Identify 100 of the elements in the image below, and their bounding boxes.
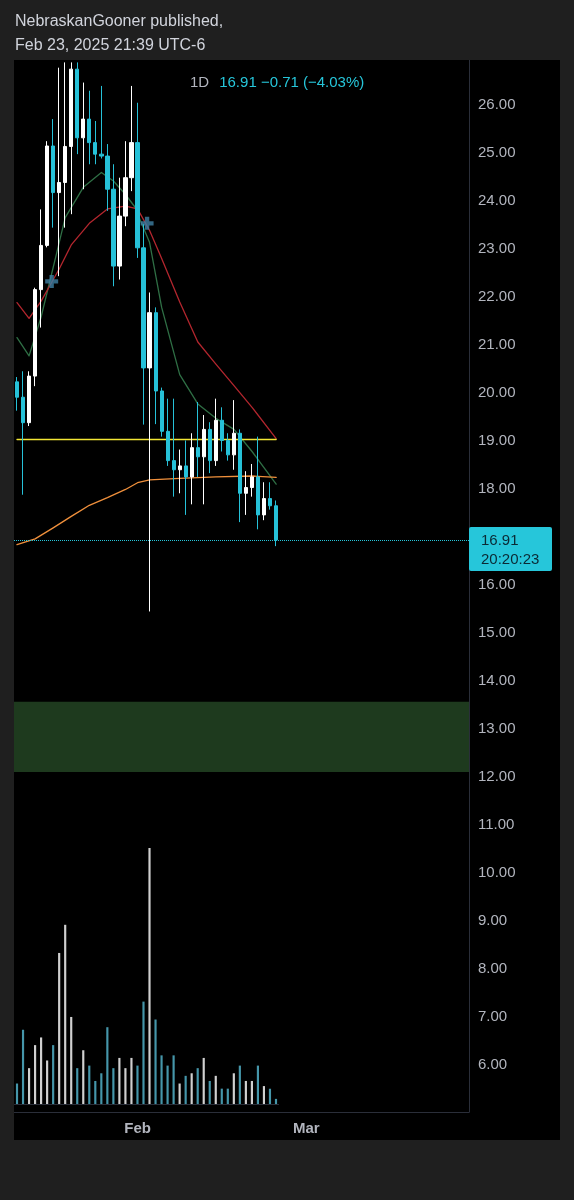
annotation: 16.91 −0.71 (−4.03%) [219,73,365,91]
bar [178,1083,181,1104]
candlestick [268,481,272,511]
bar [124,1068,127,1104]
candlestick [244,470,248,516]
candlestick [93,120,97,165]
line-series [16,205,277,440]
y-tick-label: 10.00 [478,863,516,881]
bar [118,1057,121,1104]
y-tick-label: 14.00 [478,671,516,689]
ref-line-label: 16.91 [481,529,520,549]
bar [112,1068,115,1104]
candlestick [39,208,43,329]
bar [214,1075,217,1104]
candlestick [190,432,194,505]
candlestick [154,306,158,425]
bar [244,1080,247,1104]
bar [70,1016,73,1104]
y-tick-label: 6.00 [478,1055,508,1073]
candlestick [172,398,176,498]
candlestick [75,61,79,155]
y-tick-label: 7.00 [478,1007,508,1025]
bar [82,1050,85,1104]
y-tick-label: 20.00 [478,382,516,400]
bar [250,1080,253,1104]
y-tick-label: 25.00 [478,142,516,160]
candlestick [51,118,55,229]
candlestick [220,406,224,452]
candlestick [178,449,182,494]
bar [256,1065,259,1104]
bar [262,1086,266,1104]
y-tick-label: 11.00 [478,815,515,833]
y-tick-label: 15.00 [478,623,516,641]
bar [136,1065,139,1104]
bar [190,1073,193,1104]
bar [148,848,151,1104]
y-tick-label: 9.00 [478,911,508,929]
y-tick-label: 24.00 [478,190,516,208]
bar [160,1055,163,1104]
bar [52,1045,55,1104]
candlestick [21,370,25,496]
y-tick-label: 8.00 [478,959,508,977]
candlestick [57,67,61,277]
bar [220,1088,223,1104]
bar [58,952,61,1104]
text: 20:20:23 [481,548,541,568]
y-tick-label: 22.00 [478,286,516,304]
candlestick [214,398,218,467]
bar [196,1068,199,1104]
candlestick [69,61,73,215]
bar [208,1080,211,1104]
y-tick-label: 12.00 [478,767,516,785]
bar [238,1065,241,1104]
bar [130,1057,133,1104]
candlestick [208,421,212,474]
bar [202,1057,205,1104]
bar [100,1073,103,1104]
bar [34,1045,37,1104]
candlestick [256,436,260,530]
bar [88,1065,91,1104]
candlestick [196,401,200,478]
y-tick-label: 13.00 [478,719,516,737]
candlestick [250,463,254,498]
candlestick [166,398,170,467]
bar [268,1088,272,1104]
chart-subtitle: Feb 23, 2025 21:39 UTC-6 [15,36,206,54]
candlestick [147,292,152,612]
y-tick-label: 21.00 [478,334,516,352]
candlestick [226,432,230,462]
candlestick [262,481,266,521]
x-tick-label: Mar [292,1119,320,1136]
bar [106,1027,109,1104]
line-series [16,171,277,485]
bar [46,1060,49,1104]
candlestick [238,428,242,523]
bar [232,1073,235,1104]
bar [184,1075,187,1104]
candlestick [202,414,206,505]
bar [142,1001,145,1104]
bar [21,1029,25,1104]
bar [76,1068,79,1104]
candlestick [15,376,19,412]
annotation: 1D [190,73,210,91]
bar [40,1037,43,1104]
x-tick-label: Feb [124,1119,151,1136]
y-tick-label: 18.00 [478,479,516,497]
bar [64,924,67,1104]
chart-title: NebraskanGooner published, [15,12,224,30]
bar [15,1083,19,1104]
candlestick [87,90,91,165]
bar [274,1098,278,1104]
bar [154,1019,157,1104]
y-tick-label: 23.00 [478,238,516,256]
candlestick [27,370,31,427]
candlestick [45,140,49,248]
bar [27,1068,31,1104]
bar [172,1055,175,1104]
y-tick-label: 16.00 [478,575,516,593]
candlestick [63,61,67,229]
bar [226,1088,229,1104]
